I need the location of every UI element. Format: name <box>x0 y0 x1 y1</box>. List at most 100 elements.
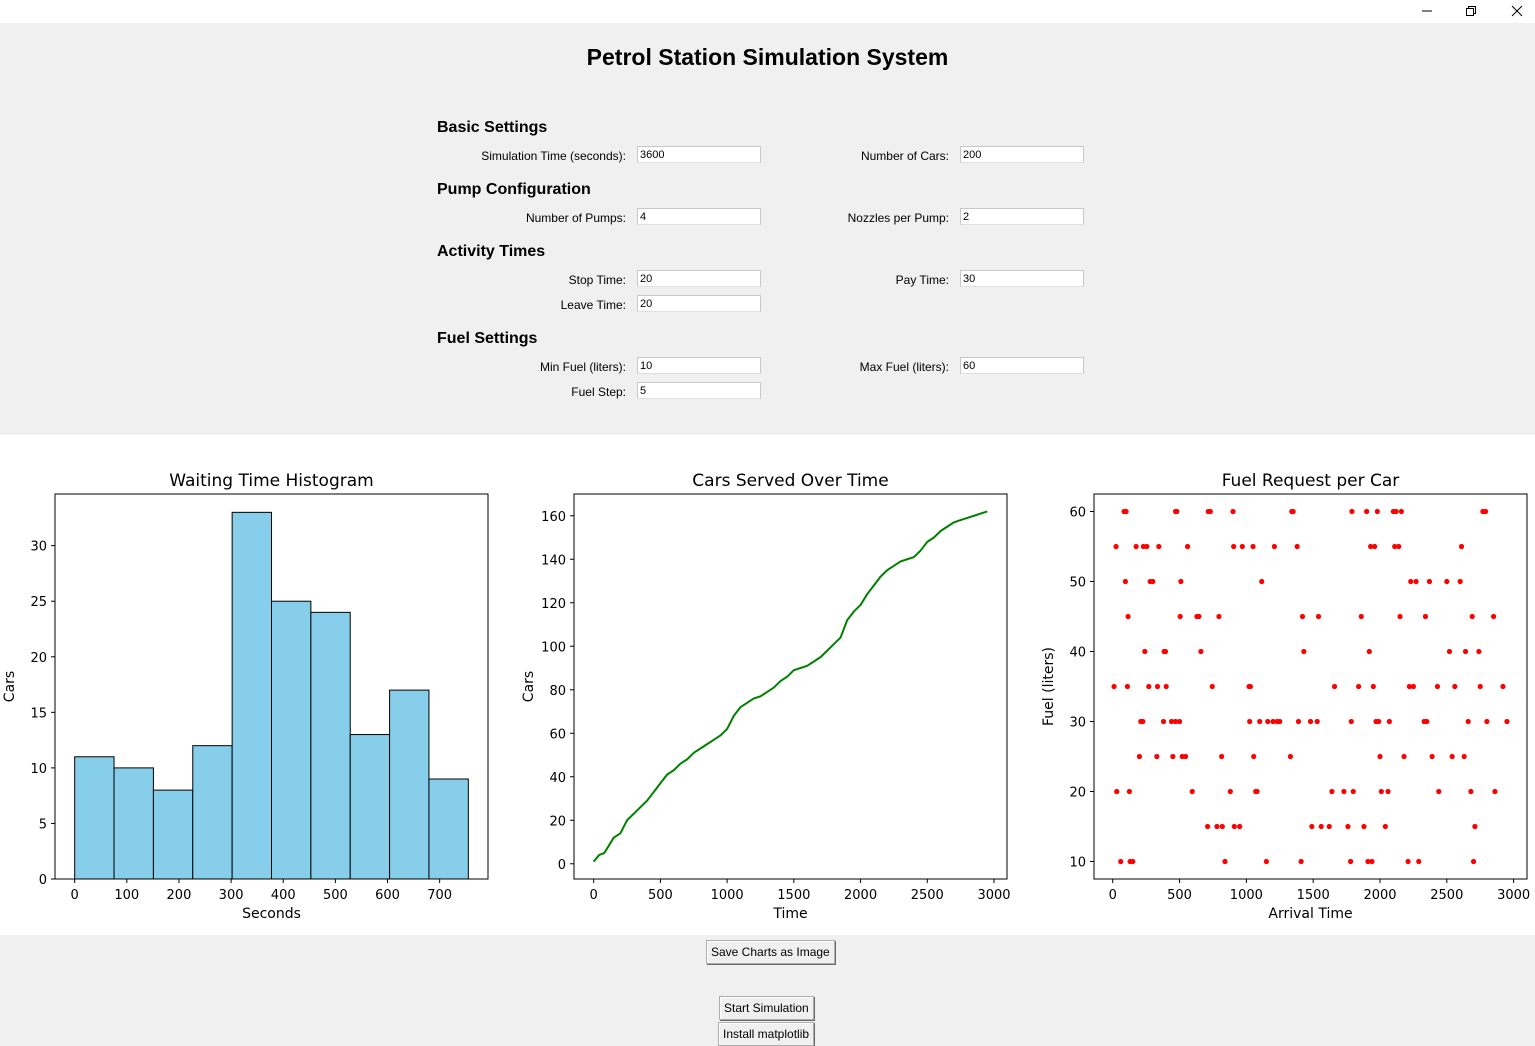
scatter-point <box>1204 823 1211 830</box>
scatter-point <box>1196 613 1202 620</box>
scatter-point <box>1239 543 1245 550</box>
max-fuel-input[interactable] <box>960 357 1084 374</box>
scatter-point <box>1429 753 1435 760</box>
histogram-bar <box>428 778 469 880</box>
scatter-point <box>1490 613 1497 620</box>
scatter-point <box>1265 718 1271 725</box>
scatter-point <box>1318 823 1324 830</box>
scatter-point <box>1482 508 1489 515</box>
scatter-point <box>1377 753 1383 760</box>
scatter-point <box>1314 718 1320 725</box>
leave-time-input[interactable] <box>637 295 761 312</box>
scatter-point <box>1247 718 1253 725</box>
fuel-step-input[interactable] <box>637 382 761 399</box>
scatter-point <box>1136 753 1143 760</box>
y-tick-label: 15 <box>30 706 47 721</box>
scatter-point <box>1315 613 1322 620</box>
x-tick-label: 1000 <box>1230 888 1263 903</box>
min-fuel-input[interactable] <box>637 357 761 374</box>
scatter-point <box>1209 683 1215 690</box>
scatter-point <box>1477 683 1483 690</box>
scatter-point <box>1370 683 1376 690</box>
save-charts-button[interactable]: Save Charts as Image <box>706 940 835 964</box>
scatter-point <box>1401 753 1407 760</box>
y-tick-label: 100 <box>541 640 566 655</box>
restore-button[interactable] <box>1449 0 1493 22</box>
scatter-point <box>1214 823 1220 830</box>
num-cars-label: Number of Cars: <box>860 149 949 163</box>
fuel-step-label: Fuel Step: <box>571 385 626 399</box>
y-tick-label: 10 <box>1069 856 1086 871</box>
scatter-point <box>1301 648 1307 655</box>
sim-time-input[interactable] <box>637 146 761 163</box>
scatter-point <box>1410 683 1417 690</box>
scatter-point <box>1469 613 1475 620</box>
histogram-bar <box>349 734 391 880</box>
scatter-point <box>1386 718 1392 725</box>
scatter-point <box>1329 788 1335 795</box>
scatter-point <box>1406 683 1412 690</box>
scatter-point <box>1396 543 1402 550</box>
x-axis-label: Seconds <box>242 906 301 922</box>
charts-canvas: 0 100 200 300 400 500 600 700051015202530Waitin… <box>2 471 1530 922</box>
scatter-point <box>1126 788 1133 795</box>
nozzles-input[interactable] <box>960 208 1084 225</box>
section-fuel-settings: Fuel Settings <box>437 330 538 347</box>
scatter-point <box>1424 718 1430 725</box>
scatter-point <box>1250 543 1256 550</box>
scatter-point <box>1307 718 1314 725</box>
x-tick-label: 2000 <box>1363 888 1396 903</box>
scatter-point <box>1446 648 1453 655</box>
pay-time-input[interactable] <box>960 270 1084 287</box>
close-button[interactable] <box>1495 0 1535 22</box>
y-tick-label: 140 <box>541 553 566 568</box>
y-tick-label: 30 <box>1069 716 1086 731</box>
scatter-point <box>1294 543 1300 550</box>
scatter-point <box>1219 823 1225 830</box>
scatter-point <box>1182 753 1189 760</box>
scatter-point <box>1326 823 1332 830</box>
x-tick-label: 0 <box>71 888 79 903</box>
x-tick-label: 3000 <box>977 888 1010 903</box>
scatter-point <box>1150 578 1156 585</box>
scatter-point <box>1364 508 1370 515</box>
max-fuel-label: Max Fuel (liters): <box>859 360 949 374</box>
minimize-button[interactable] <box>1405 0 1449 22</box>
scatter-point <box>1125 613 1131 620</box>
scatter-point <box>1349 508 1355 515</box>
scatter-point <box>1444 578 1450 585</box>
install-matplotlib-button[interactable]: Install matplotlib <box>718 1022 815 1046</box>
histogram-bar <box>152 789 194 880</box>
scatter-point <box>1156 543 1162 550</box>
scatter-point <box>1247 683 1253 690</box>
scatter-point <box>1257 718 1263 725</box>
num-pumps-input[interactable] <box>637 208 761 225</box>
scatter-point <box>1374 508 1380 515</box>
stop-time-input[interactable] <box>637 270 761 287</box>
scatter-point <box>1345 823 1351 830</box>
scatter-point <box>1436 788 1442 795</box>
scatter-point <box>1476 648 1482 655</box>
scatter-point <box>1472 823 1478 830</box>
scatter-point <box>1295 718 1302 725</box>
scatter-point <box>1277 718 1283 725</box>
scatter-point <box>1500 683 1506 690</box>
histogram-bar <box>310 611 351 880</box>
axes-frame <box>1093 493 1528 880</box>
scatter-point <box>1162 648 1169 655</box>
scatter-point <box>1385 788 1391 795</box>
close-icon <box>1511 5 1523 17</box>
scatter-point <box>1124 683 1131 690</box>
min-fuel-label: Min Fuel (liters): <box>539 360 626 374</box>
chart-title: Cars Served Over Time <box>692 471 888 491</box>
scatter-point <box>1237 823 1243 830</box>
start-simulation-button[interactable]: Start Simulation <box>719 996 814 1020</box>
scatter-point <box>1452 683 1458 690</box>
scatter-point <box>1144 543 1150 550</box>
leave-time-label: Leave Time: <box>560 298 626 312</box>
stop-time-label: Stop Time: <box>568 273 626 287</box>
scatter-point <box>1174 508 1180 515</box>
histogram-bar <box>389 689 430 880</box>
num-cars-input[interactable] <box>960 146 1084 163</box>
y-tick-label: 60 <box>549 727 566 742</box>
